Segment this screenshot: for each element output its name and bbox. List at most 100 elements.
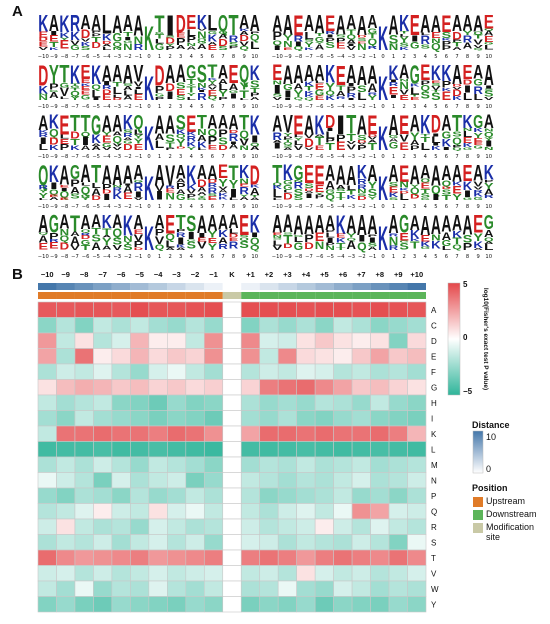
logo-letter: R bbox=[208, 183, 218, 189]
logo-tick-label: −1 bbox=[369, 104, 377, 110]
logo-letter: L bbox=[463, 92, 473, 103]
logo-letter: A bbox=[294, 81, 304, 91]
logo-tick-label: −2 bbox=[358, 254, 366, 260]
logo-letter: Y bbox=[325, 81, 335, 93]
logo-letter: V bbox=[134, 197, 147, 201]
logo-letter: Y bbox=[294, 89, 304, 100]
distance-legend-tick-high: 10 bbox=[486, 432, 497, 442]
logo-letter: G bbox=[123, 39, 133, 44]
logo-letter: E bbox=[389, 185, 399, 195]
logo-letter: N bbox=[399, 79, 409, 83]
heatmap-row-label: F bbox=[431, 368, 436, 377]
logo-letter: A bbox=[176, 162, 186, 184]
logo-letter: Q bbox=[442, 178, 452, 188]
logo-letter: G bbox=[186, 61, 196, 83]
logo-letter: T bbox=[239, 89, 249, 101]
logo-letter: K bbox=[389, 193, 400, 199]
logo-letter: I bbox=[347, 43, 357, 47]
logo-letter: E bbox=[229, 61, 239, 89]
logo-letter: V bbox=[134, 233, 145, 243]
logo-letter: V bbox=[155, 235, 165, 247]
position-annotation-cell bbox=[148, 292, 168, 299]
heatmap-column-label: +3 bbox=[283, 270, 292, 279]
logo-letter: R bbox=[294, 181, 304, 191]
logo-letter: I bbox=[273, 82, 283, 96]
logo-letter: E bbox=[134, 229, 145, 236]
logo-tick-label: 8 bbox=[232, 104, 235, 110]
logo-letter: P bbox=[165, 46, 176, 52]
logo-letter: Q bbox=[38, 160, 48, 192]
logo-letter: S bbox=[336, 34, 346, 39]
logo-letter: R bbox=[229, 34, 239, 45]
logo-tick-label: 10 bbox=[485, 104, 492, 110]
logo-letter: K bbox=[38, 12, 48, 38]
logo-tick-label: −5 bbox=[326, 154, 334, 160]
logo-letter: Y bbox=[473, 131, 483, 140]
logo-letter: V bbox=[187, 190, 198, 196]
logo-letter: V bbox=[473, 37, 484, 46]
logo-letter: N bbox=[431, 38, 441, 45]
logo-letter: A bbox=[49, 196, 59, 201]
logo-letter: N bbox=[113, 185, 124, 189]
logo-letter: A bbox=[102, 43, 113, 47]
heatmap-row-label: V bbox=[431, 569, 437, 578]
logo-letter: D bbox=[239, 33, 249, 43]
logo-letter: A bbox=[229, 212, 239, 233]
logo-letter: V bbox=[81, 38, 93, 44]
logo-letter: Q bbox=[239, 237, 250, 242]
logo-letter: A bbox=[346, 12, 356, 34]
logo-letter: P bbox=[347, 84, 357, 95]
heatmap-column-label: −4 bbox=[154, 270, 163, 279]
logo-letter: R bbox=[336, 95, 346, 100]
logo-tick-label: −8 bbox=[295, 154, 303, 160]
logo-letter: V bbox=[218, 185, 228, 190]
logo-letter: T bbox=[452, 42, 462, 48]
logo-letter: E bbox=[218, 162, 228, 183]
logo-letter: R bbox=[70, 10, 80, 36]
logo-tick-label: 2 bbox=[168, 254, 171, 260]
logo-tick-label: 5 bbox=[200, 204, 203, 210]
logo-letter: K bbox=[70, 30, 80, 43]
logo-letter: A bbox=[325, 180, 335, 192]
logo-letter: Q bbox=[113, 42, 124, 49]
logo-letter: A bbox=[367, 160, 377, 186]
logo-tick-label: −7 bbox=[305, 204, 313, 210]
logo-letter: E bbox=[165, 189, 176, 195]
logo-letter: P bbox=[176, 181, 186, 191]
logo-letter: Y bbox=[81, 196, 91, 201]
logo-letter: S bbox=[294, 195, 304, 202]
distance-annotation-cell bbox=[167, 283, 186, 290]
logo-letter: K bbox=[484, 161, 494, 184]
logo-letter: Y bbox=[123, 240, 133, 245]
logo-tick-label: 5 bbox=[200, 254, 203, 260]
logo-tick-label: −3 bbox=[347, 204, 355, 210]
logo-letter: V bbox=[473, 179, 484, 188]
logo-letter: A bbox=[346, 211, 356, 239]
logo-letter: I bbox=[91, 97, 101, 101]
logo-letter: S bbox=[165, 133, 175, 145]
logo-letter: G bbox=[294, 241, 304, 253]
logo-letter: I bbox=[197, 233, 208, 240]
logo-letter: T bbox=[283, 139, 297, 143]
logo-tick-label: −8 bbox=[61, 104, 69, 110]
logo-letter: A bbox=[463, 210, 473, 241]
logo-letter: D bbox=[134, 247, 144, 251]
logo-letter: Q bbox=[113, 227, 123, 240]
position-annotation-cell bbox=[93, 292, 112, 299]
logo-letter: K bbox=[81, 82, 91, 87]
logo-letter: K bbox=[463, 143, 473, 149]
logo-letter: Q bbox=[239, 61, 249, 88]
logo-letter: G bbox=[123, 140, 133, 145]
logo-letter: A bbox=[452, 46, 463, 52]
logo-letter: T bbox=[70, 137, 81, 147]
logo-letter: T bbox=[452, 236, 463, 246]
logo-letter: E bbox=[399, 161, 409, 188]
logo-letter: E bbox=[229, 237, 239, 242]
logo-letter: Y bbox=[187, 83, 197, 87]
heatmap-column-label: +9 bbox=[394, 270, 403, 279]
logo-tick-label: 7 bbox=[455, 204, 458, 210]
logo-letter: A bbox=[304, 60, 314, 86]
logo-letter: R bbox=[294, 34, 304, 43]
logo-tick-label: 0 bbox=[381, 254, 384, 260]
logo-center-letter: K bbox=[378, 120, 388, 158]
